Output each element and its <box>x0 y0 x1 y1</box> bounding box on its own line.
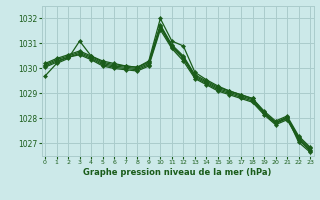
X-axis label: Graphe pression niveau de la mer (hPa): Graphe pression niveau de la mer (hPa) <box>84 168 272 177</box>
